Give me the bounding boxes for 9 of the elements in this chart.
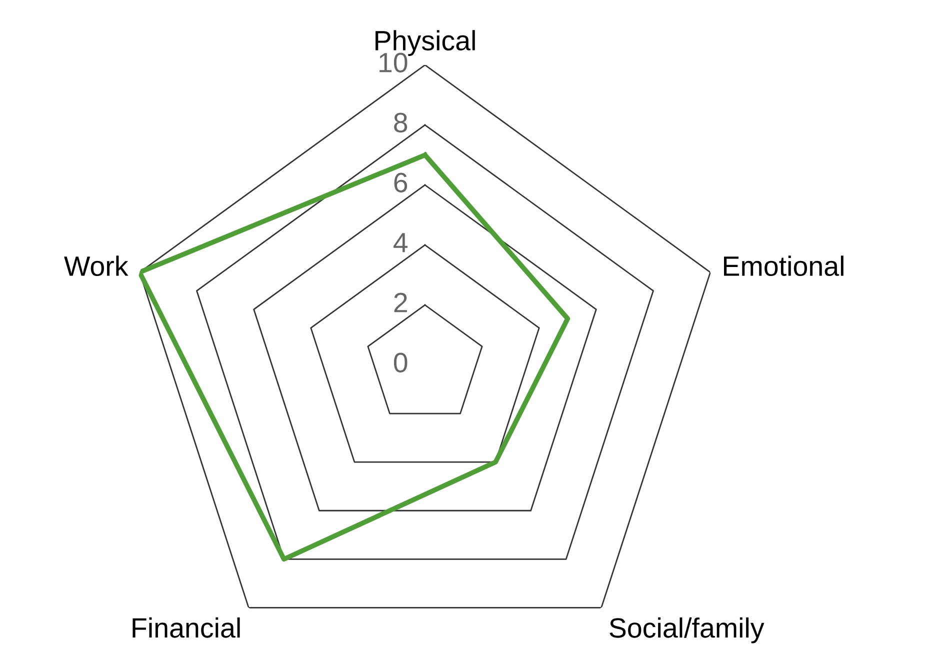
y-tick-label: 0: [394, 352, 408, 372]
y-tick-label: 4: [394, 233, 408, 252]
y-tick-label: 2: [394, 292, 407, 312]
spoke-label: Financial: [132, 617, 240, 638]
y-tick-label: 6: [394, 172, 408, 192]
spoke-label: Work: [64, 256, 128, 276]
y-tick-label: 8: [394, 112, 408, 132]
spoke-label: Emotional: [724, 256, 844, 276]
spoke-label: Social/family: [610, 617, 764, 644]
